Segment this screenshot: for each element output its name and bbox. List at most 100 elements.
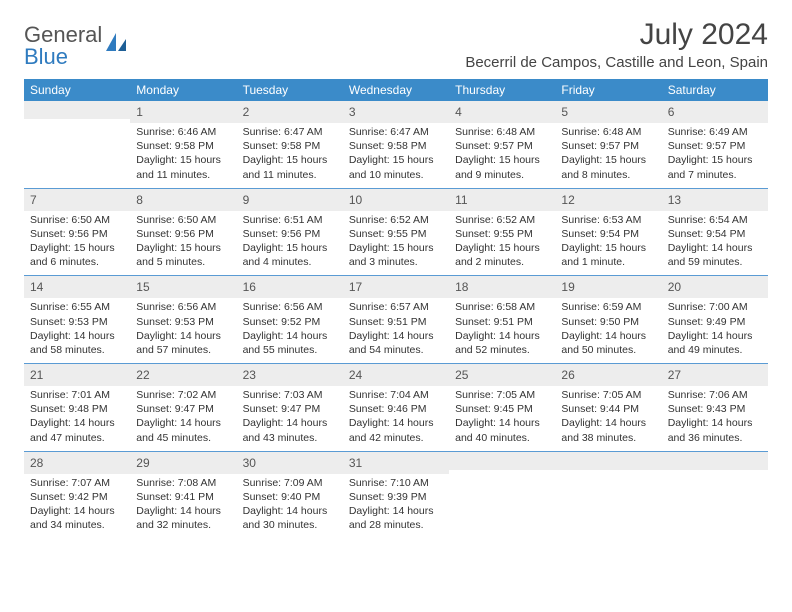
sunset-text: Sunset: 9:47 PM bbox=[136, 402, 230, 416]
day-number: 22 bbox=[136, 368, 149, 382]
calendar-cell: 15Sunrise: 6:56 AMSunset: 9:53 PMDayligh… bbox=[130, 276, 236, 363]
cell-content: Sunrise: 7:06 AMSunset: 9:43 PMDaylight:… bbox=[662, 386, 768, 451]
day-header: Sunday bbox=[24, 79, 130, 101]
sunrise-text: Sunrise: 6:58 AM bbox=[455, 300, 549, 314]
daylight-text: Daylight: 15 hours and 11 minutes. bbox=[136, 153, 230, 181]
daylight-text: Daylight: 14 hours and 57 minutes. bbox=[136, 329, 230, 357]
calendar-cell: 18Sunrise: 6:58 AMSunset: 9:51 PMDayligh… bbox=[449, 276, 555, 363]
sunrise-text: Sunrise: 6:52 AM bbox=[455, 213, 549, 227]
sunset-text: Sunset: 9:43 PM bbox=[668, 402, 762, 416]
day-number: 17 bbox=[349, 280, 362, 294]
daylight-text: Daylight: 15 hours and 3 minutes. bbox=[349, 241, 443, 269]
cell-content: Sunrise: 6:59 AMSunset: 9:50 PMDaylight:… bbox=[555, 298, 661, 363]
day-number-row: 29 bbox=[130, 452, 236, 474]
empty-day-number-row bbox=[449, 452, 555, 470]
sunset-text: Sunset: 9:52 PM bbox=[243, 315, 337, 329]
sunset-text: Sunset: 9:54 PM bbox=[668, 227, 762, 241]
sunset-text: Sunset: 9:41 PM bbox=[136, 490, 230, 504]
sunset-text: Sunset: 9:55 PM bbox=[349, 227, 443, 241]
calendar-cell: 9Sunrise: 6:51 AMSunset: 9:56 PMDaylight… bbox=[237, 189, 343, 276]
sunset-text: Sunset: 9:58 PM bbox=[349, 139, 443, 153]
cell-content: Sunrise: 7:01 AMSunset: 9:48 PMDaylight:… bbox=[24, 386, 130, 451]
cell-content: Sunrise: 7:10 AMSunset: 9:39 PMDaylight:… bbox=[343, 474, 449, 539]
day-header: Monday bbox=[130, 79, 236, 101]
sunrise-text: Sunrise: 6:51 AM bbox=[243, 213, 337, 227]
cell-content: Sunrise: 6:50 AMSunset: 9:56 PMDaylight:… bbox=[24, 211, 130, 276]
day-header: Tuesday bbox=[237, 79, 343, 101]
day-number: 13 bbox=[668, 193, 681, 207]
logo-text: General Blue bbox=[24, 24, 102, 68]
cell-content: Sunrise: 7:02 AMSunset: 9:47 PMDaylight:… bbox=[130, 386, 236, 451]
day-number-row: 26 bbox=[555, 364, 661, 386]
sunrise-text: Sunrise: 6:52 AM bbox=[349, 213, 443, 227]
day-number-row: 25 bbox=[449, 364, 555, 386]
day-number-row: 13 bbox=[662, 189, 768, 211]
day-number: 26 bbox=[561, 368, 574, 382]
calendar-cell: 24Sunrise: 7:04 AMSunset: 9:46 PMDayligh… bbox=[343, 364, 449, 451]
cell-content: Sunrise: 7:09 AMSunset: 9:40 PMDaylight:… bbox=[237, 474, 343, 539]
day-number-row: 5 bbox=[555, 101, 661, 123]
calendar-week: 21Sunrise: 7:01 AMSunset: 9:48 PMDayligh… bbox=[24, 364, 768, 452]
daylight-text: Daylight: 14 hours and 55 minutes. bbox=[243, 329, 337, 357]
calendar-cell: 19 Sunrise: 6:59 AMSunset: 9:50 PMDayligh… bbox=[555, 276, 661, 363]
day-number: 29 bbox=[136, 456, 149, 470]
sunrise-text: Sunrise: 7:06 AM bbox=[668, 388, 762, 402]
day-number: 19 bbox=[561, 280, 574, 294]
calendar-week: 1Sunrise: 6:46 AMSunset: 9:58 PMDaylight… bbox=[24, 101, 768, 189]
daylight-text: Daylight: 15 hours and 11 minutes. bbox=[243, 153, 337, 181]
day-number: 5 bbox=[561, 105, 568, 119]
calendar-week: 7Sunrise: 6:50 AMSunset: 9:56 PMDaylight… bbox=[24, 189, 768, 277]
cell-content: Sunrise: 6:46 AMSunset: 9:58 PMDaylight:… bbox=[130, 123, 236, 188]
logo: General Blue bbox=[24, 24, 130, 68]
calendar-cell: 11Sunrise: 6:52 AMSunset: 9:55 PMDayligh… bbox=[449, 189, 555, 276]
day-number-row: 16 bbox=[237, 276, 343, 298]
day-number: 27 bbox=[668, 368, 681, 382]
day-number: 4 bbox=[455, 105, 462, 119]
empty-day-number-row bbox=[662, 452, 768, 470]
sunrise-text: Sunrise: 6:46 AM bbox=[136, 125, 230, 139]
day-number: 3 bbox=[349, 105, 356, 119]
empty-day-number-row bbox=[555, 452, 661, 470]
sunset-text: Sunset: 9:57 PM bbox=[455, 139, 549, 153]
sunset-text: Sunset: 9:54 PM bbox=[561, 227, 655, 241]
sunset-text: Sunset: 9:39 PM bbox=[349, 490, 443, 504]
daylight-text: Daylight: 15 hours and 2 minutes. bbox=[455, 241, 549, 269]
calendar-cell: 13 Sunrise: 6:54 AMSunset: 9:54 PMDayligh… bbox=[662, 189, 768, 276]
cell-content: Sunrise: 6:54 AMSunset: 9:54 PMDaylight:… bbox=[662, 211, 768, 276]
logo-text-blue: Blue bbox=[24, 44, 68, 69]
day-number-row: 21 bbox=[24, 364, 130, 386]
daylight-text: Daylight: 14 hours and 59 minutes. bbox=[668, 241, 762, 269]
calendar-cell: 17Sunrise: 6:57 AMSunset: 9:51 PMDayligh… bbox=[343, 276, 449, 363]
calendar-cell: 30 Sunrise: 7:09 AMSunset: 9:40 PMDayligh… bbox=[237, 452, 343, 539]
daylight-text: Daylight: 14 hours and 36 minutes. bbox=[668, 416, 762, 444]
calendar-cell: 26 Sunrise: 7:05 AMSunset: 9:44 PMDayligh… bbox=[555, 364, 661, 451]
sunset-text: Sunset: 9:56 PM bbox=[243, 227, 337, 241]
daylight-text: Daylight: 14 hours and 54 minutes. bbox=[349, 329, 443, 357]
sunset-text: Sunset: 9:58 PM bbox=[136, 139, 230, 153]
day-number: 18 bbox=[455, 280, 468, 294]
day-number-row: 12 bbox=[555, 189, 661, 211]
sunset-text: Sunset: 9:57 PM bbox=[561, 139, 655, 153]
day-number: 24 bbox=[349, 368, 362, 382]
day-number-row: 2 bbox=[237, 101, 343, 123]
cell-content: Sunrise: 6:56 AMSunset: 9:53 PMDaylight:… bbox=[130, 298, 236, 363]
sunset-text: Sunset: 9:56 PM bbox=[30, 227, 124, 241]
calendar-cell: 21Sunrise: 7:01 AMSunset: 9:48 PMDayligh… bbox=[24, 364, 130, 451]
calendar-cell: 3 Sunrise: 6:47 AMSunset: 9:58 PMDaylight… bbox=[343, 101, 449, 188]
logo-sail-icon bbox=[104, 31, 130, 60]
cell-content: Sunrise: 6:52 AMSunset: 9:55 PMDaylight:… bbox=[343, 211, 449, 276]
calendar-cell: 7Sunrise: 6:50 AMSunset: 9:56 PMDaylight… bbox=[24, 189, 130, 276]
cell-content: Sunrise: 7:05 AMSunset: 9:44 PMDaylight:… bbox=[555, 386, 661, 451]
sunrise-text: Sunrise: 6:47 AM bbox=[243, 125, 337, 139]
daylight-text: Daylight: 14 hours and 34 minutes. bbox=[30, 504, 124, 532]
cell-content: Sunrise: 6:47 AMSunset: 9:58 PMDaylight:… bbox=[343, 123, 449, 188]
day-number-row: 1 bbox=[130, 101, 236, 123]
cell-content: Sunrise: 6:48 AMSunset: 9:57 PMDaylight:… bbox=[449, 123, 555, 188]
day-number: 30 bbox=[243, 456, 256, 470]
day-number-row: 15 bbox=[130, 276, 236, 298]
calendar-week: 28Sunrise: 7:07 AMSunset: 9:42 PMDayligh… bbox=[24, 452, 768, 539]
day-header: Friday bbox=[555, 79, 661, 101]
weeks-container: 1Sunrise: 6:46 AMSunset: 9:58 PMDaylight… bbox=[24, 101, 768, 538]
daylight-text: Daylight: 14 hours and 28 minutes. bbox=[349, 504, 443, 532]
day-number: 8 bbox=[136, 193, 143, 207]
